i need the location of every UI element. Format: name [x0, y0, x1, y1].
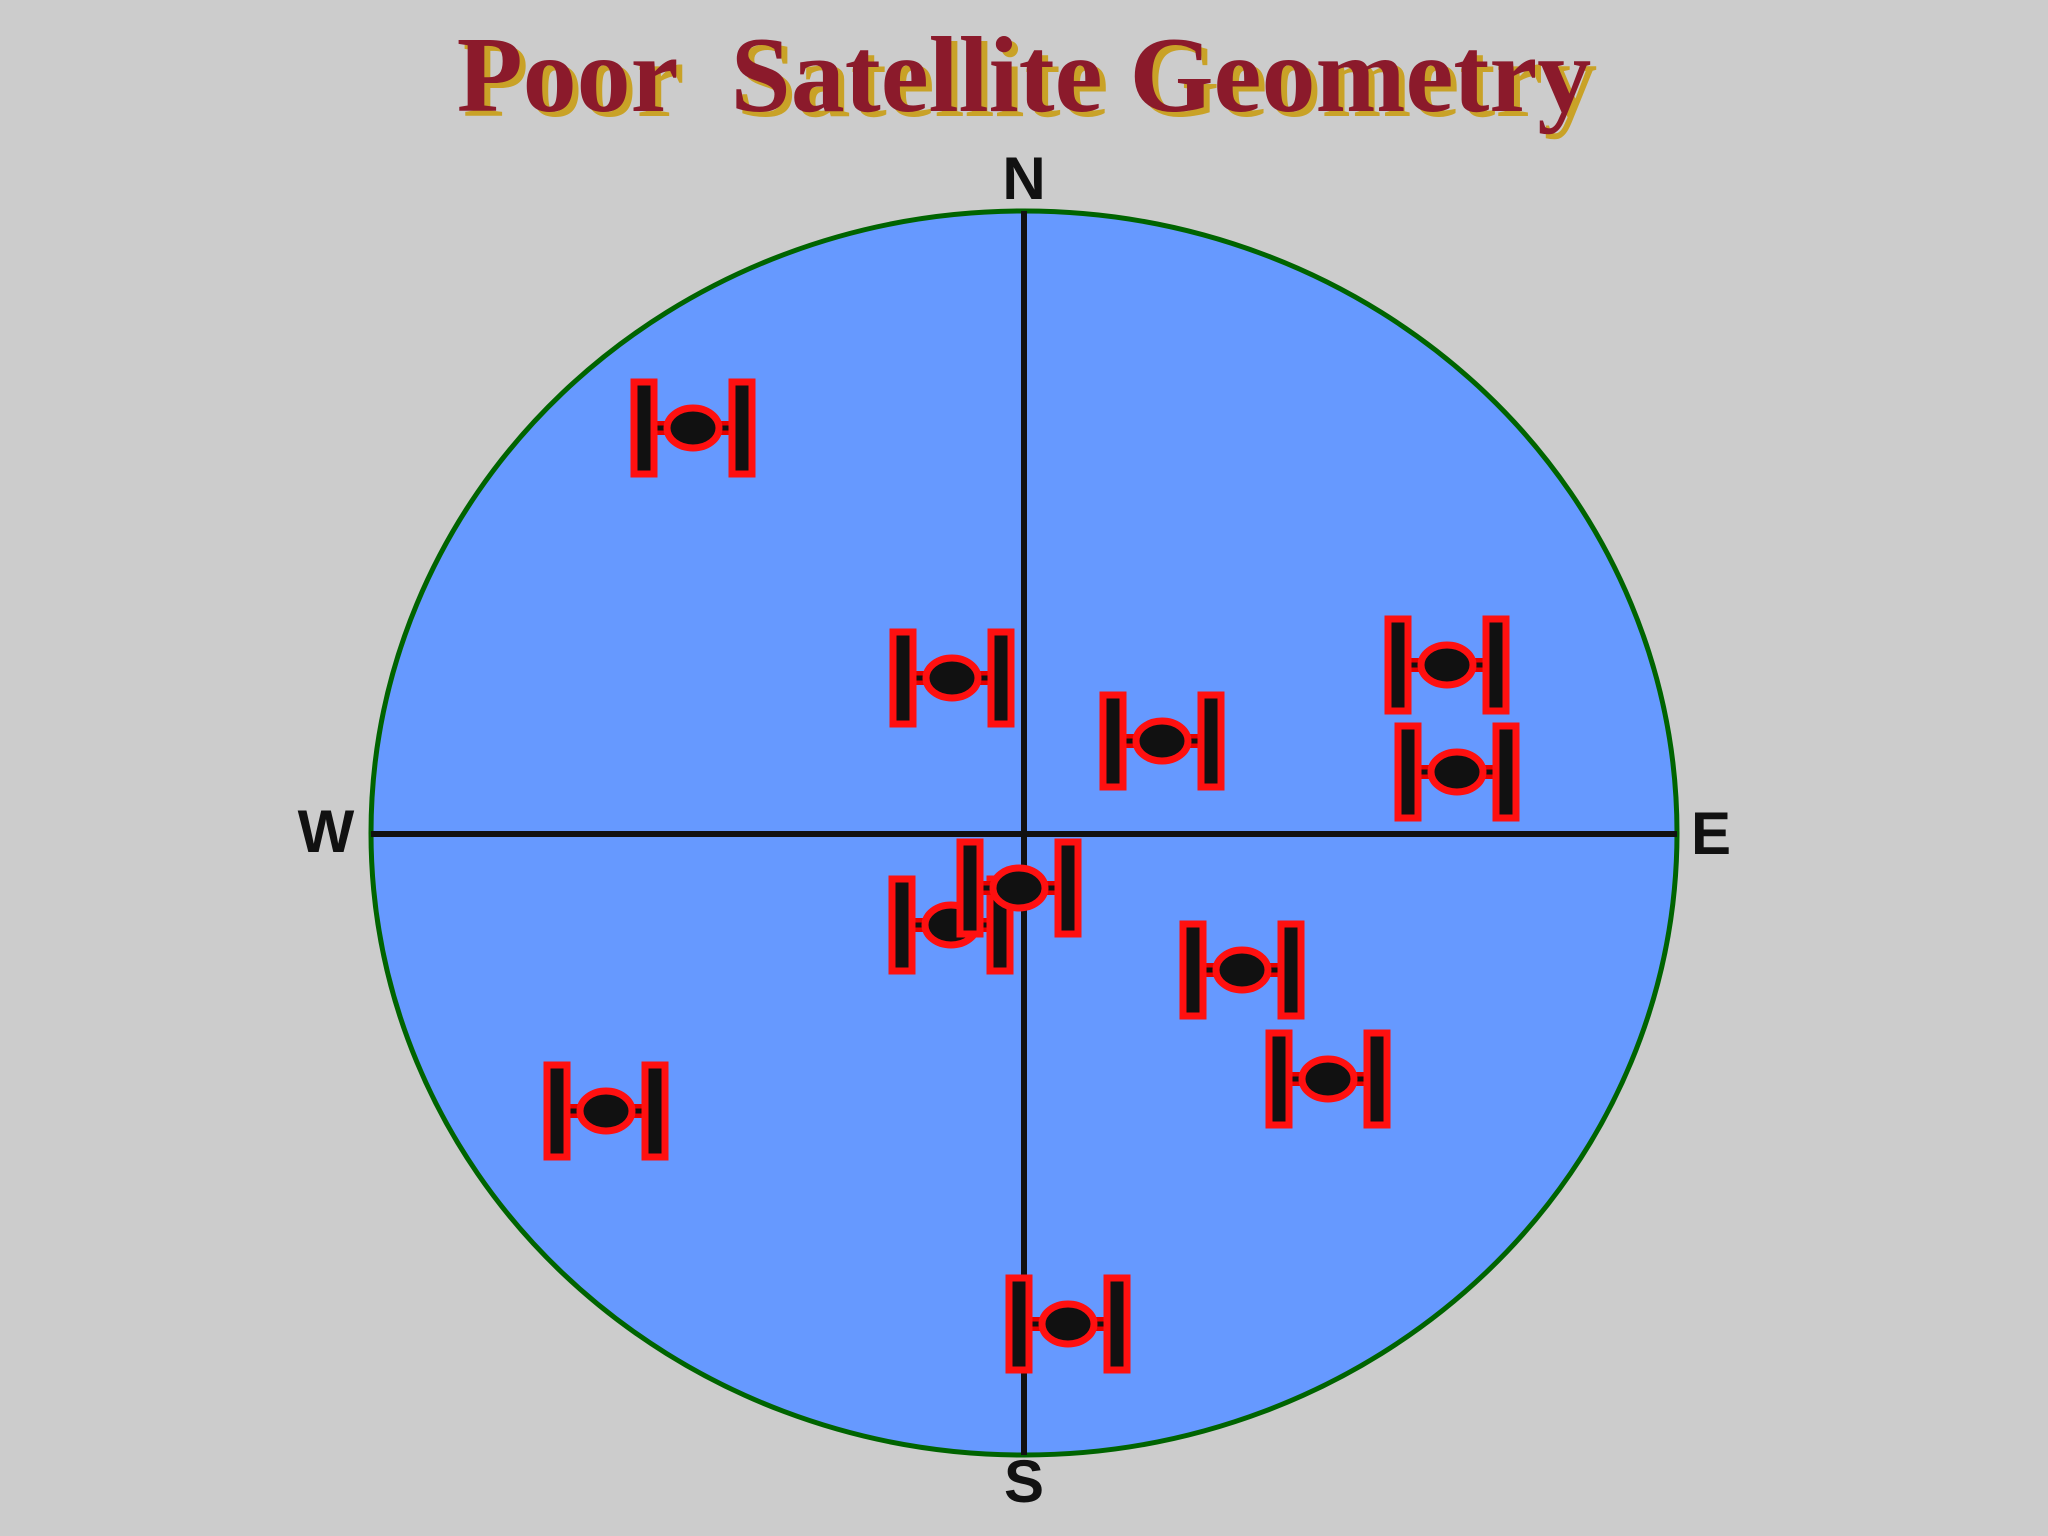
north-label: N	[1002, 145, 1045, 212]
title: Poor Satellite Geometry	[457, 16, 1592, 135]
south-label: S	[1004, 1448, 1044, 1515]
west-label: W	[298, 798, 355, 865]
title-shadow: Poor Satellite Geometry	[463, 21, 1598, 140]
east-label: E	[1691, 800, 1731, 867]
